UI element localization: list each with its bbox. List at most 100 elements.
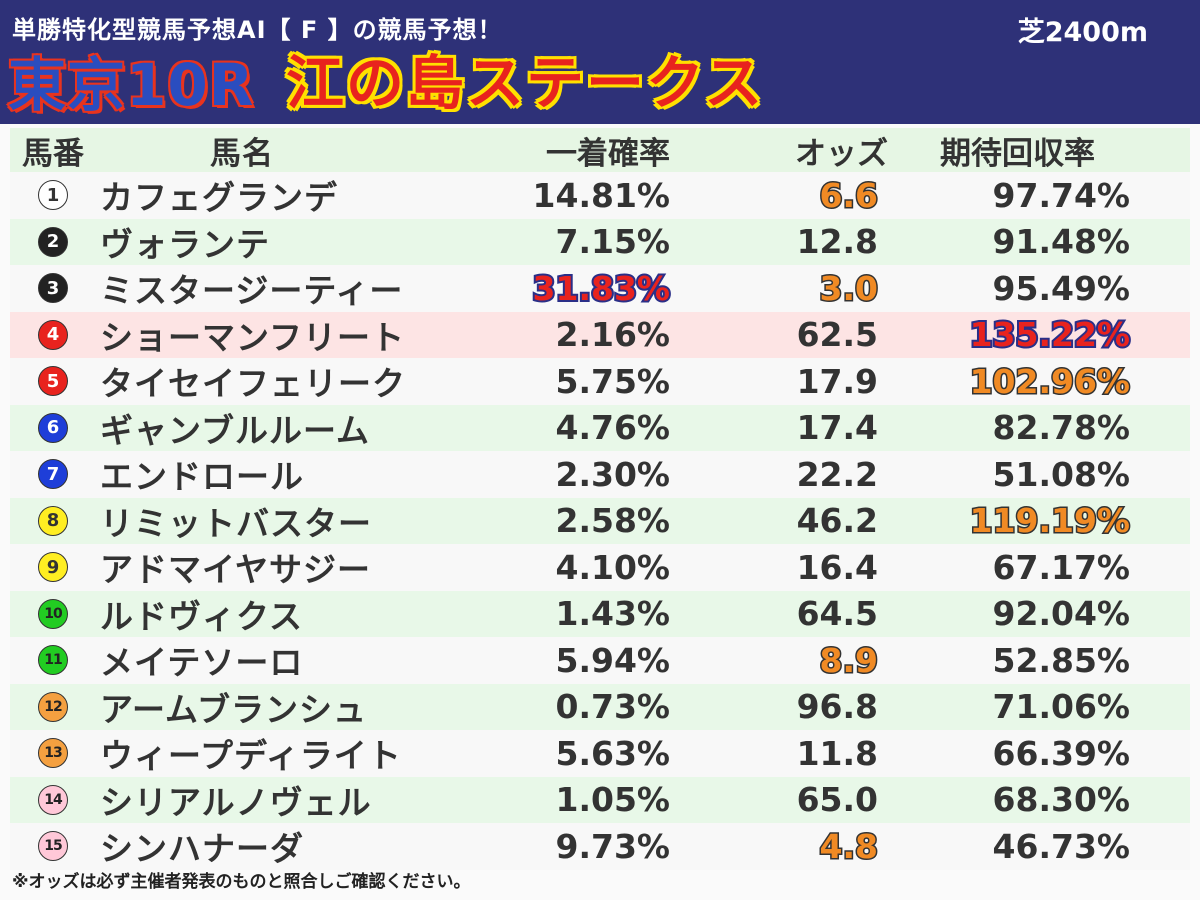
gate-number-cell: 1 (14, 172, 92, 219)
gate-number-badge: 13 (38, 738, 68, 769)
win-probability-text: 1.43% (555, 594, 671, 634)
expected-return-text: 97.74% (992, 175, 1130, 215)
odds-value: 22.2 (710, 451, 878, 498)
gate-number-cell: 3 (14, 265, 92, 312)
win-probability-text: 31.83% (531, 267, 672, 310)
horse-name: メイテソーロ (100, 643, 304, 683)
odds-value: 8.9 (710, 637, 879, 684)
win-probability: 5.94% (480, 637, 671, 684)
horse-name: ショーマンフリート (100, 317, 406, 357)
table-row: 7 エンドロール 2.30% 22.2 51.08% (10, 451, 1190, 498)
expected-return: 66.39% (910, 730, 1130, 777)
win-probability: 2.16% (480, 312, 671, 359)
odds-value: 3.0 (710, 265, 879, 312)
expected-return-text: 68.30% (992, 780, 1130, 820)
horse-name: カフェグランデ (100, 178, 338, 218)
win-probability-text: 0.73% (555, 687, 671, 727)
race-name: 江の島ステークス (284, 48, 765, 118)
table-row: 5 タイセイフェリーク 5.75% 17.9 102.96% (10, 358, 1190, 405)
win-probability-text: 5.94% (555, 640, 671, 680)
footnote: ※オッズは必ず主催者発表のものと照合しご確認ください。 (12, 872, 471, 892)
expected-return: 67.17% (910, 544, 1130, 591)
gate-number-badge: 4 (38, 319, 68, 350)
gate-number-badge: 10 (38, 598, 68, 629)
horse-name: アドマイヤサジー (100, 550, 372, 590)
table-row: 11 メイテソーロ 5.94% 8.9 52.85% (10, 637, 1190, 684)
expected-return: 71.06% (910, 684, 1130, 731)
gate-number-badge: 8 (38, 505, 68, 536)
horse-name: シンハナーダ (100, 829, 304, 869)
odds-value-text: 64.5 (796, 594, 878, 634)
gate-number-badge: 9 (38, 552, 68, 583)
expected-return-text: 82.78% (992, 408, 1130, 448)
horse-name: アームブランシュ (100, 689, 368, 729)
table-body: 1 カフェグランデ 14.81% 6.6 97.74% 2 ヴォランテ 7.15% 12.8 91… (10, 172, 1190, 870)
horse-name: リミットバスター (100, 503, 372, 543)
odds-value: 11.8 (710, 730, 878, 777)
horse-name: ミスタージーティー (100, 271, 404, 311)
odds-value: 4.8 (710, 823, 879, 870)
expected-return-text: 52.85% (992, 640, 1130, 680)
gate-number-cell: 4 (14, 312, 92, 359)
table-row: 14 シリアルノヴェル 1.05% 65.0 68.30% (10, 776, 1190, 824)
win-probability-text: 5.75% (555, 361, 671, 401)
win-probability-text: 7.15% (555, 222, 671, 262)
odds-value: 17.9 (710, 358, 878, 405)
win-probability: 1.43% (480, 591, 671, 638)
subtitle: 単勝特化型競馬予想AI【 F 】の競馬予想！ (12, 16, 503, 44)
gate-number-badge: 1 (38, 180, 68, 211)
odds-value-text: 12.8 (796, 222, 878, 262)
win-probability: 2.30% (480, 451, 671, 498)
gate-number-cell: 2 (14, 219, 92, 266)
gate-number-cell: 9 (14, 544, 92, 591)
table-row: 6 ギャンブルルーム 4.76% 17.4 82.78% (10, 404, 1190, 452)
win-probability: 2.58% (480, 498, 671, 545)
gate-number-badge: 12 (38, 691, 68, 722)
expected-return-text: 66.39% (992, 733, 1130, 773)
gate-number-badge: 3 (38, 273, 68, 304)
gate-number-cell: 5 (14, 358, 92, 405)
table-row: 13 ウィープディライト 5.63% 11.8 66.39% (10, 730, 1190, 777)
expected-return-text: 102.96% (968, 360, 1131, 402)
gate-number-badge: 11 (38, 645, 68, 676)
horse-name: エンドロール (100, 457, 304, 497)
table-header-row: 馬番 馬名 一着確率 オッズ 期待回収率 (10, 128, 1190, 172)
table-row: 10 ルドヴィクス 1.43% 64.5 92.04% (10, 590, 1190, 638)
gate-number-badge: 6 (38, 412, 68, 443)
gate-number-cell: 14 (14, 777, 92, 824)
gate-number-badge: 5 (38, 366, 68, 397)
odds-value-text: 96.8 (796, 687, 878, 727)
gate-number-badge: 15 (38, 831, 68, 862)
header-banner: 単勝特化型競馬予想AI【 F 】の競馬予想！ 芝2400m 東京10R 江の島ス… (0, 0, 1200, 124)
win-probability-text: 14.81% (532, 175, 670, 215)
odds-value-text: 22.2 (796, 454, 878, 494)
odds-value: 64.5 (710, 591, 878, 638)
win-probability: 7.15% (480, 219, 671, 266)
gate-number-badge: 7 (38, 459, 68, 490)
gate-number-cell: 15 (14, 823, 92, 870)
odds-value-text: 16.4 (796, 547, 878, 587)
expected-return-text: 119.19% (968, 500, 1131, 542)
expected-return: 51.08% (910, 451, 1130, 498)
odds-value: 6.6 (710, 172, 879, 219)
win-probability-text: 4.10% (555, 547, 671, 587)
gate-number-cell: 12 (14, 684, 92, 731)
odds-value-text: 4.8 (818, 825, 879, 867)
odds-value-text: 46.2 (796, 501, 878, 541)
table-row: 1 カフェグランデ 14.81% 6.6 97.74% (10, 172, 1190, 219)
gate-number-cell: 7 (14, 451, 92, 498)
gate-number-badge: 2 (38, 226, 68, 257)
table-row: 4 ショーマンフリート 2.16% 62.5 135.22% (10, 311, 1190, 359)
race-number: 東京10R (6, 51, 255, 120)
gate-number-cell: 6 (14, 405, 92, 452)
gate-number-cell: 13 (14, 730, 92, 777)
distance-label: 芝2400m (1017, 17, 1148, 48)
expected-return-text: 91.48% (992, 222, 1130, 262)
win-probability: 14.81% (480, 172, 670, 219)
horse-name: ウィープディライト (100, 736, 402, 776)
win-probability-text: 2.30% (555, 454, 671, 494)
header-name: 馬名 (210, 135, 274, 172)
table-row: 2 ヴォランテ 7.15% 12.8 91.48% (10, 218, 1190, 266)
expected-return: 92.04% (910, 591, 1130, 638)
